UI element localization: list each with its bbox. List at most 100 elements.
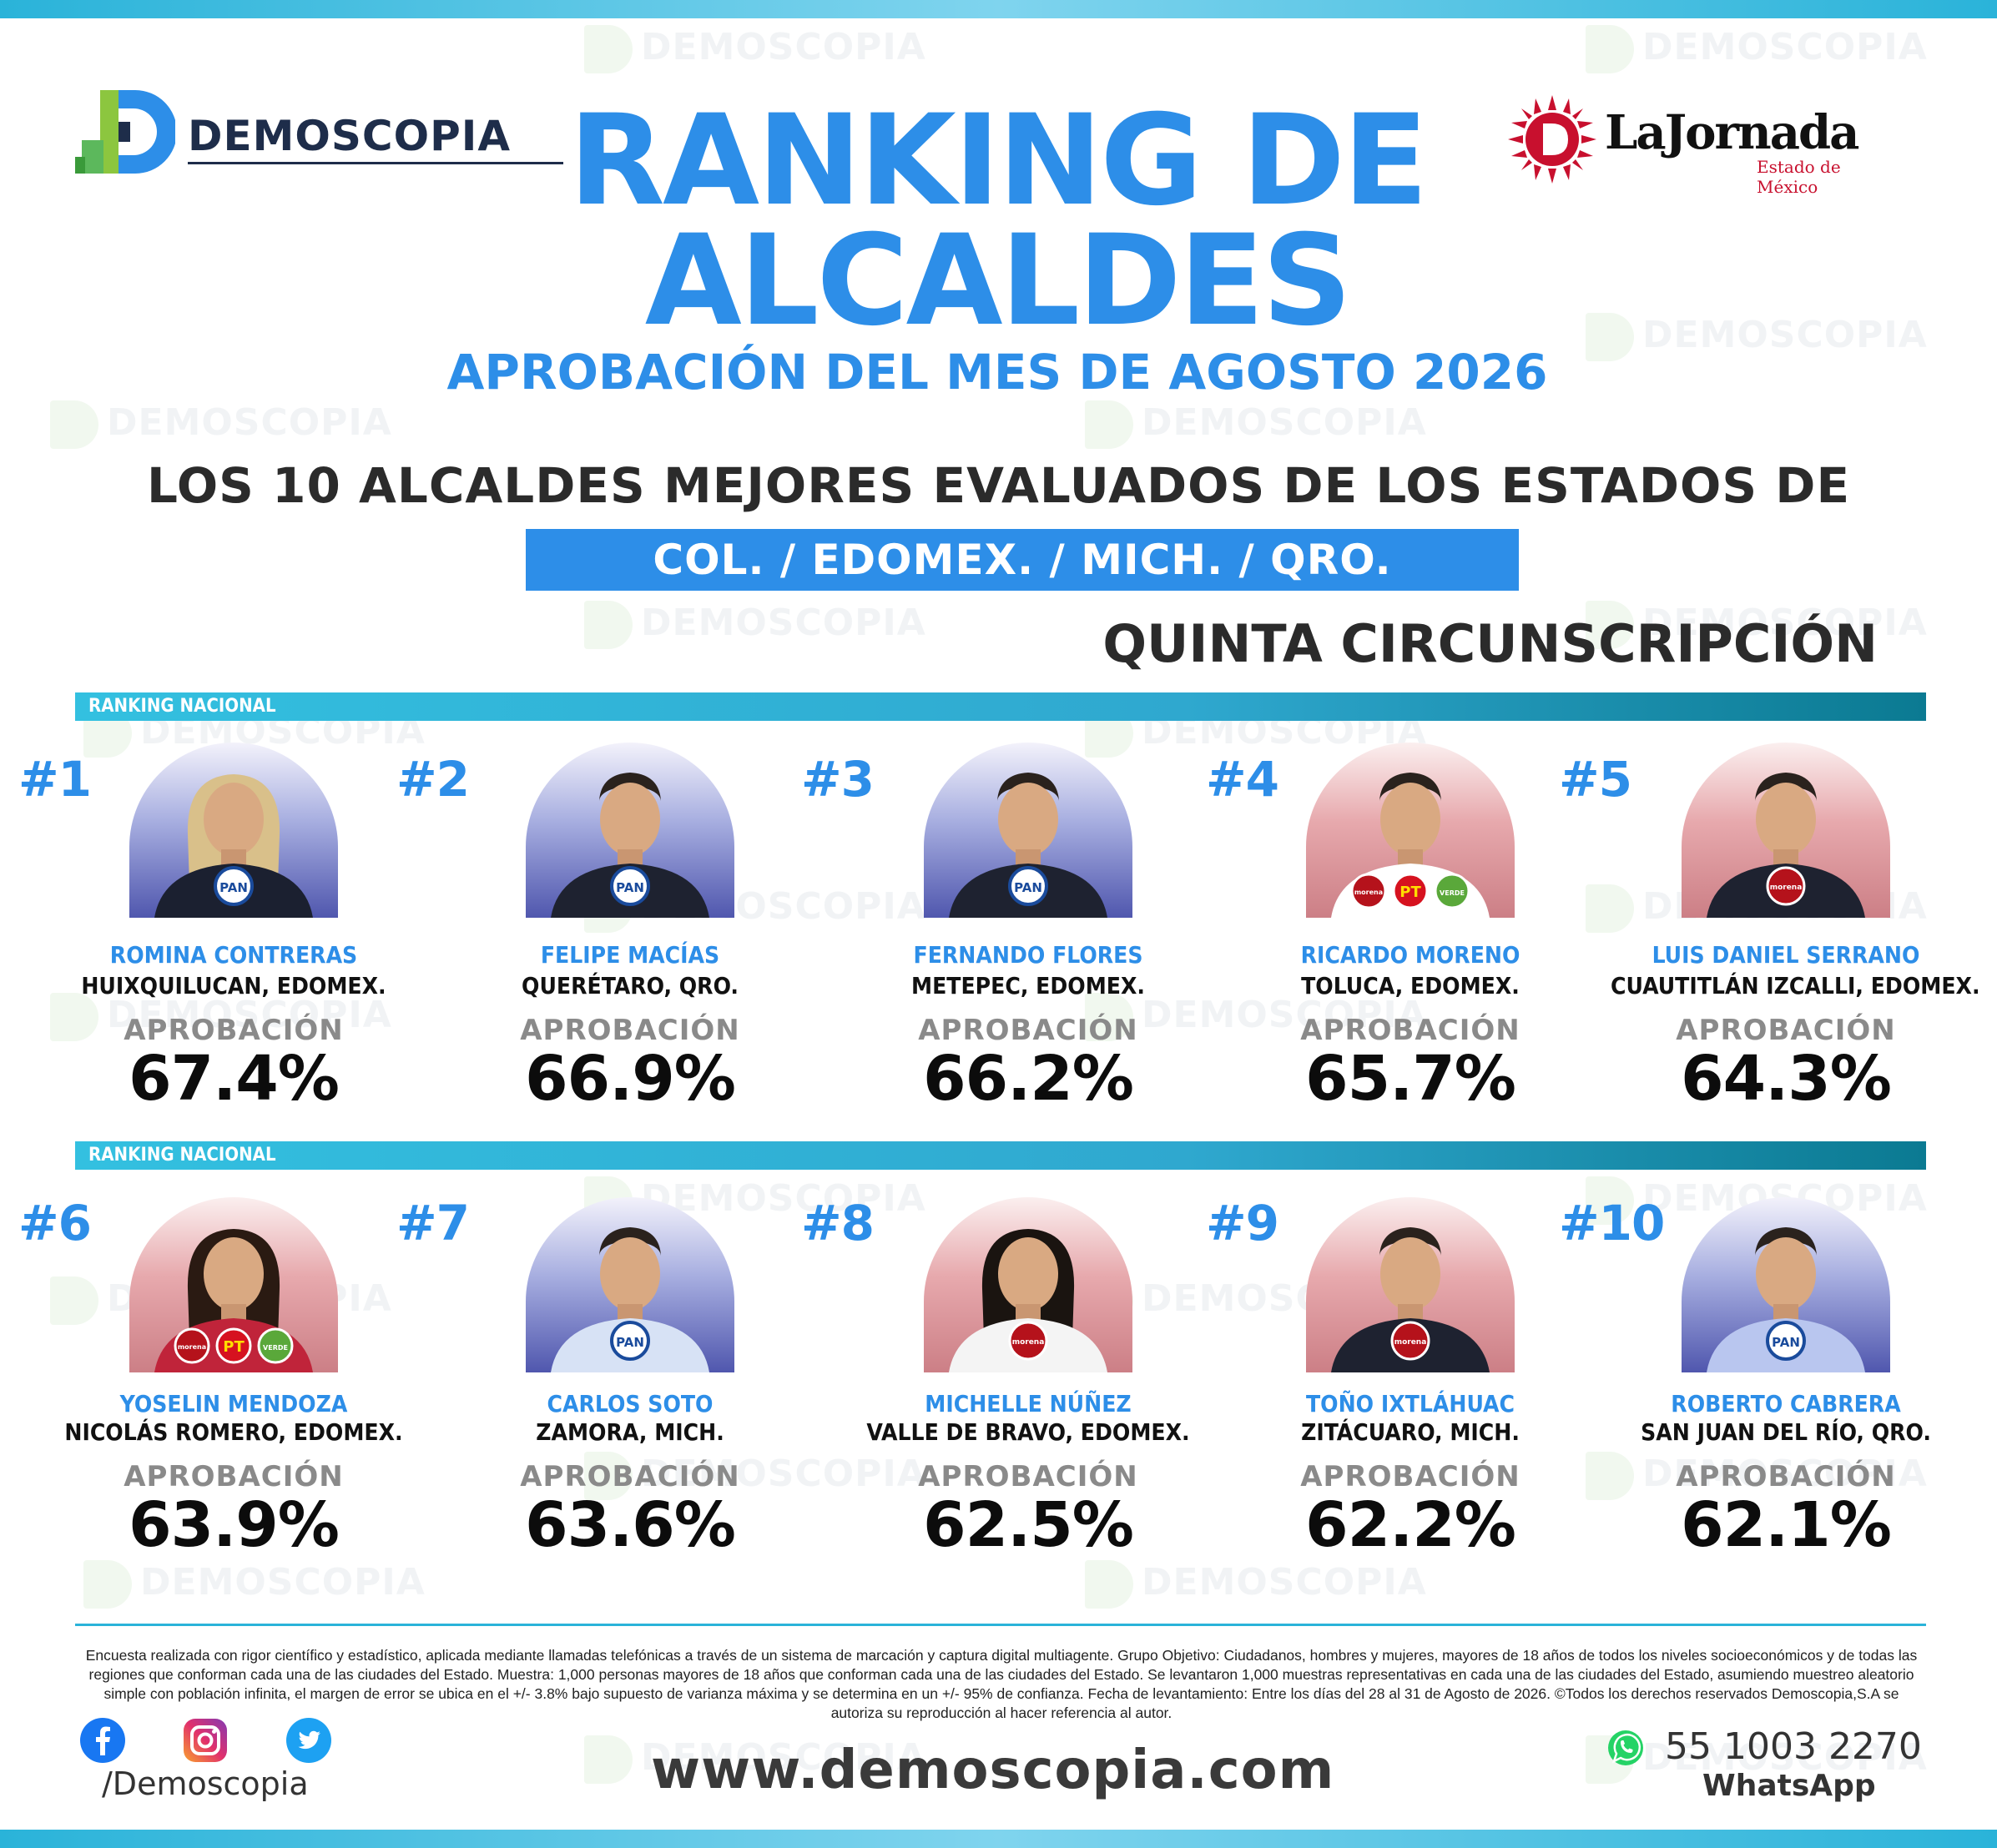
headline: LOS 10 ALCALDES MEJORES EVALUADOS DE LOS… (146, 457, 1851, 514)
svg-text:PT: PT (1399, 884, 1421, 901)
mayor-location: SAN JUAN DEL RÍO, QRO. (1641, 1418, 1931, 1446)
rank-number: #6 (18, 1195, 92, 1251)
svg-text:VERDE: VERDE (263, 1344, 288, 1352)
coalition-party-badges: morena PT VERDE (174, 1327, 294, 1364)
approval-percentage: 65.7% (1305, 1043, 1516, 1115)
website-link[interactable]: www.demoscopia.com (651, 1740, 1335, 1801)
rank-number: #2 (396, 751, 470, 808)
rank-number: #4 (1206, 751, 1279, 808)
methodology-note: Encuesta realizada con rigor científico … (85, 1647, 1918, 1721)
rank-number: #10 (1559, 1195, 1665, 1251)
approval-percentage: 66.2% (923, 1043, 1134, 1115)
morena-party-badge: morena (1766, 866, 1806, 906)
facebook-icon[interactable] (79, 1717, 126, 1764)
whatsapp-icon[interactable] (1606, 1729, 1645, 1767)
subtitle: APROBACIÓN DEL MES DE AGOSTO 2026 (446, 344, 1548, 400)
approval-percentage: 63.9% (129, 1489, 340, 1561)
mayor-photo: morena (924, 1197, 1132, 1372)
mayor-location: ZAMORA, MICH. (536, 1418, 724, 1446)
approval-percentage: 66.9% (525, 1043, 736, 1115)
svg-text:PAN: PAN (219, 880, 248, 895)
svg-text:PAN: PAN (1014, 880, 1042, 895)
mayor-photo: PAN (526, 1197, 734, 1372)
lajornada-logo: LaJornada Estado de México (1506, 93, 1899, 197)
svg-text:morena: morena (1012, 1338, 1045, 1347)
mayor-location: HUIXQUILUCAN, EDOMEX. (81, 972, 386, 1000)
instagram-icon[interactable] (182, 1717, 229, 1764)
coalition-party-badges: morena PT VERDE (1350, 873, 1470, 909)
demoscopia-wordmark: DEMOSCOPIA (188, 112, 512, 160)
approval-percentage: 64.3% (1681, 1043, 1892, 1115)
lajornada-wordmark: LaJornada (1605, 105, 1859, 160)
section-bar-top: RANKING NACIONAL (75, 692, 1926, 721)
mayor-name: ROBERTO CABRERA (1671, 1390, 1901, 1417)
mayor-name: ROMINA CONTRERAS (109, 941, 358, 969)
pan-party-badge: PAN (1766, 1321, 1806, 1361)
circunscripcion-label: QUINTA CIRCUNSCRIPCIÓN (1102, 613, 1878, 674)
mayor-location: ZITÁCUARO, MICH. (1301, 1418, 1520, 1446)
approval-percentage: 62.1% (1681, 1489, 1892, 1561)
mayor-location: CUAUTITLÁN IZCALLI, EDOMEX. (1611, 972, 1980, 1000)
demoscopia-logo: DEMOSCOPIA (75, 90, 563, 174)
approval-label: APROBACIÓN (520, 1460, 740, 1493)
approval-percentage: 67.4% (129, 1043, 340, 1115)
svg-text:PT: PT (223, 1338, 245, 1356)
mayor-photo: PAN (129, 743, 338, 918)
approval-label: APROBACIÓN (1676, 1460, 1896, 1493)
lajornada-sun-icon (1508, 95, 1596, 184)
approval-label: APROBACIÓN (1676, 1014, 1896, 1047)
pan-party-badge: PAN (610, 1321, 650, 1361)
svg-text:PAN: PAN (1772, 1335, 1800, 1350)
rank-number: #5 (1559, 751, 1632, 808)
rank-number: #7 (396, 1195, 470, 1251)
svg-text:VERDE: VERDE (1440, 889, 1465, 897)
approval-label: APROBACIÓN (124, 1014, 344, 1047)
svg-text:morena: morena (1394, 1338, 1427, 1347)
whatsapp-phone[interactable]: 55 1003 2270 (1665, 1725, 1922, 1768)
approval-label: APROBACIÓN (520, 1014, 740, 1047)
mayor-location: TOLUCA, EDOMEX. (1301, 972, 1520, 1000)
main-title-line2: ALCALDES (644, 209, 1352, 354)
whatsapp-label: WhatsApp (1702, 1769, 1876, 1803)
lajornada-subtitle: Estado de México (1757, 157, 1841, 197)
rank-number: #1 (18, 751, 92, 808)
mayor-name: LUIS DANIEL SERRANO (1652, 941, 1920, 969)
mayor-location: NICOLÁS ROMERO, EDOMEX. (64, 1418, 403, 1446)
mayor-photo: PAN (526, 743, 734, 918)
mayor-name: YOSELIN MENDOZA (119, 1390, 348, 1417)
rank-number: #3 (801, 751, 875, 808)
demoscopia-d-icon (75, 90, 175, 174)
mayor-photo: morena (1306, 1197, 1515, 1372)
approval-percentage: 63.6% (525, 1489, 736, 1561)
approval-label: APROBACIÓN (1300, 1460, 1520, 1493)
mayor-location: VALLE DE BRAVO, EDOMEX. (866, 1418, 1190, 1446)
mayor-photo: PAN (1682, 1197, 1890, 1372)
main-title-line1: RANKING DE (568, 88, 1428, 234)
mayor-location: METEPEC, EDOMEX. (911, 972, 1145, 1000)
approval-label: APROBACIÓN (124, 1460, 344, 1493)
pan-party-badge: PAN (214, 866, 254, 906)
mayor-photo: morena (1682, 743, 1890, 918)
approval-percentage: 62.2% (1305, 1489, 1516, 1561)
mayor-photo: morena PT VERDE (1306, 743, 1515, 918)
mayor-name: CARLOS SOTO (547, 1390, 714, 1417)
rank-number: #8 (801, 1195, 875, 1251)
bottom-accent-bar (0, 1830, 1997, 1848)
mayor-name: FERNANDO FLORES (913, 941, 1143, 969)
mayor-name: RICARDO MORENO (1300, 941, 1520, 969)
pan-party-badge: PAN (610, 866, 650, 906)
mayor-location: QUERÉTARO, QRO. (522, 972, 739, 1000)
pan-party-badge: PAN (1008, 866, 1048, 906)
approval-label: APROBACIÓN (918, 1014, 1138, 1047)
mayor-name: FELIPE MACÍAS (540, 941, 720, 969)
svg-text:morena: morena (1770, 884, 1803, 892)
section-bar-bottom: RANKING NACIONAL (75, 1141, 1926, 1170)
svg-text:PAN: PAN (616, 880, 644, 895)
svg-text:PAN: PAN (616, 1335, 644, 1350)
svg-text:morena: morena (1354, 889, 1383, 896)
mayor-name: MICHELLE NÚÑEZ (925, 1390, 1132, 1417)
footer-separator (75, 1624, 1926, 1626)
social-handle[interactable]: /Demoscopia (102, 1765, 309, 1802)
approval-label: APROBACIÓN (1300, 1014, 1520, 1047)
twitter-icon[interactable] (285, 1717, 332, 1764)
